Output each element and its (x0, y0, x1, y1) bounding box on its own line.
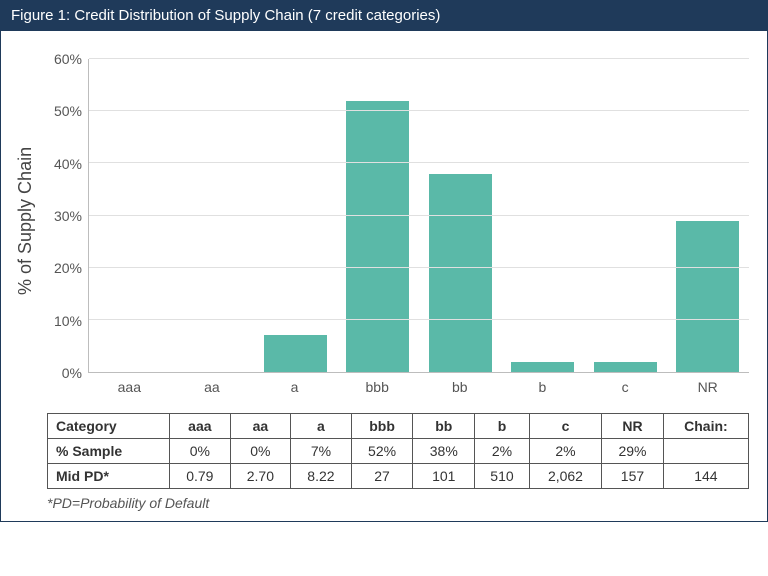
figure-frame: % of Supply Chain 0% 10% 20% 30% 40% 50% 60% a… (0, 31, 768, 522)
bar-slot (584, 59, 667, 372)
table-cell (663, 439, 748, 464)
bar (346, 101, 409, 372)
x-tick-label: NR (666, 377, 749, 401)
x-axis-labels: aaaaaabbbbbbcNR (88, 377, 749, 401)
table-cell: 2.70 (230, 464, 291, 489)
gridline (89, 319, 749, 320)
table-cell: 8.22 (291, 464, 352, 489)
y-axis-label: % of Supply Chain (13, 41, 38, 401)
bar (264, 335, 327, 372)
bar (511, 362, 574, 372)
table-column-header: aa (230, 414, 291, 439)
table-row: % Sample0%0%7%52%38%2%2%29% (48, 439, 749, 464)
bar (429, 174, 492, 372)
table-cell: 38% (413, 439, 475, 464)
table-cell: 27 (351, 464, 413, 489)
x-tick-label: b (501, 377, 584, 401)
bar-slot (419, 59, 502, 372)
data-table: CategoryaaaaaabbbbbbcNRChain:% Sample0%0… (47, 413, 749, 489)
table-cell: 510 (475, 464, 530, 489)
y-tick-label: 50% (54, 103, 82, 119)
y-tick-label: 60% (54, 51, 82, 67)
table-cell: 157 (602, 464, 664, 489)
y-tick-label: 0% (62, 365, 82, 381)
table-row-header: Mid PD* (48, 464, 170, 489)
table-cell: 29% (602, 439, 664, 464)
x-tick-label: aa (171, 377, 254, 401)
table-cell: 101 (413, 464, 475, 489)
table-cell: 0.79 (170, 464, 231, 489)
table-cell: 2% (529, 439, 601, 464)
table-cell: 7% (291, 439, 352, 464)
table-row-header: % Sample (48, 439, 170, 464)
bar-slot (502, 59, 585, 372)
gridline (89, 110, 749, 111)
bar-slot (667, 59, 750, 372)
table-column-header: NR (602, 414, 664, 439)
bar-slot (172, 59, 255, 372)
table-column-header: Chain: (663, 414, 748, 439)
x-tick-label: bb (419, 377, 502, 401)
table-cell: 2,062 (529, 464, 601, 489)
gridline (89, 58, 749, 59)
table-column-header: aaa (170, 414, 231, 439)
table-cell: 52% (351, 439, 413, 464)
table-cell: 0% (230, 439, 291, 464)
footnote: *PD=Probability of Default (13, 493, 749, 515)
x-tick-label: bbb (336, 377, 419, 401)
table-column-header: b (475, 414, 530, 439)
table-header-row: CategoryaaaaaabbbbbbcNRChain: (48, 414, 749, 439)
y-tick-label: 30% (54, 208, 82, 224)
table-column-header: bbb (351, 414, 413, 439)
table-column-header: a (291, 414, 352, 439)
gridline (89, 267, 749, 268)
figure-container: Figure 1: Credit Distribution of Supply … (0, 0, 768, 522)
bar-slot (254, 59, 337, 372)
y-axis: 0% 10% 20% 30% 40% 50% 60% (38, 41, 88, 401)
bar (676, 221, 739, 372)
figure-title: Figure 1: Credit Distribution of Supply … (0, 0, 768, 31)
bar-chart: % of Supply Chain 0% 10% 20% 30% 40% 50% 60% a… (13, 41, 749, 401)
y-tick-label: 10% (54, 313, 82, 329)
table-cell: 0% (170, 439, 231, 464)
table-column-header: c (529, 414, 601, 439)
gridline (89, 215, 749, 216)
gridline (89, 162, 749, 163)
table-cell: 2% (475, 439, 530, 464)
bar-slot (89, 59, 172, 372)
x-tick-label: a (253, 377, 336, 401)
table-row-header: Category (48, 414, 170, 439)
x-tick-label: aaa (88, 377, 171, 401)
bar-slot (337, 59, 420, 372)
table-row: Mid PD*0.792.708.22271015102,062157144 (48, 464, 749, 489)
plot-area: aaaaaabbbbbbcNR (88, 41, 749, 401)
y-tick-label: 20% (54, 260, 82, 276)
bar (594, 362, 657, 372)
x-tick-label: c (584, 377, 667, 401)
y-tick-label: 40% (54, 156, 82, 172)
table-cell: 144 (663, 464, 748, 489)
table-column-header: bb (413, 414, 475, 439)
